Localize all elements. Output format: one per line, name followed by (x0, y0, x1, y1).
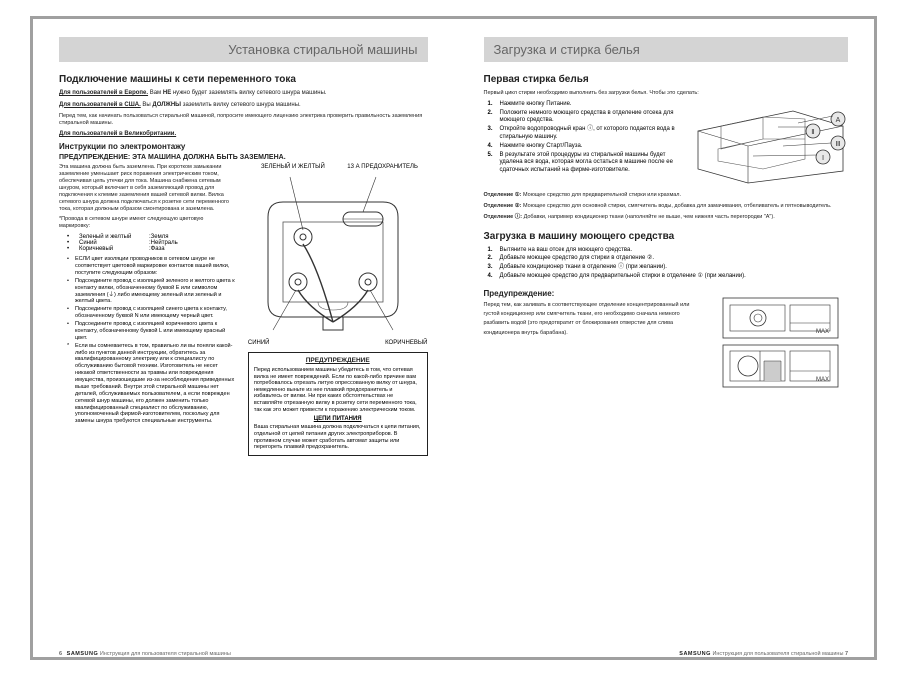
eu-para: Для пользователей в Европе. Вам НЕ нужно… (59, 90, 428, 98)
max-label-2: MAX (816, 377, 829, 383)
p-warn: Перед тем, как заливать в соответствующе… (484, 301, 705, 338)
warn-title: ПРЕДУПРЕЖДЕНИЕ (254, 357, 422, 365)
bullets: •ЕСЛИ цвет изоляции проводников в сетево… (67, 256, 236, 425)
h2-connect: Подключение машины к сети переменного то… (59, 74, 428, 85)
svg-text:Ⅲ: Ⅲ (836, 141, 841, 148)
top-labels: ЗЕЛЕНЫЙ И ЖЕЛТЫЙ 13 А ПРЕДОХРАНИТЕЛЬ (248, 164, 428, 170)
right-header-title: Загрузка и стирка белья (494, 42, 839, 57)
h4-warn: ПРЕДУПРЕЖДЕНИЕ: ЭТА МАШИНА ДОЛЖНА БЫТЬ З… (59, 154, 428, 161)
right-header: Загрузка и стирка белья (484, 37, 849, 62)
warn-title2: ЦЕПИ ПИТАНИЯ (254, 416, 422, 423)
svg-text:Ⅱ: Ⅱ (811, 129, 814, 136)
max-label-1: MAX (816, 329, 829, 335)
p1: Эта машина должна быть заземлена. При ко… (59, 164, 236, 212)
us-note: Перед тем, как начинать пользоваться сти… (59, 113, 428, 127)
plug-diagram (248, 172, 418, 332)
warning-box: ПРЕДУПРЕЖДЕНИЕ Перед использованием маши… (248, 352, 428, 456)
h3-instr: Инструкции по электромонтажу (59, 142, 428, 151)
svg-text:Ⅰ: Ⅰ (822, 155, 824, 162)
right-footer: SAMSUNG Инструкция для пользователя стир… (480, 651, 849, 657)
warn-body2: Ваша стиральная машина должна подключать… (254, 424, 422, 450)
left-header: Установка стиральной машины (59, 37, 428, 62)
eu-label: Для пользователей в Европе. (59, 90, 148, 96)
max-diagram: MAX MAX (718, 293, 848, 393)
dispenser-diagram: A Ⅱ Ⅲ Ⅰ (693, 101, 848, 186)
bottom-labels: СИНИЙ КОРИЧНЕВЫЙ (248, 340, 428, 346)
p2: *Провода в сетевом шнуре имеют следующую… (59, 216, 236, 230)
comp3: Отделение ⓘ: Добавки, например кондицион… (484, 214, 849, 221)
steps1: 1.Нажмите кнопку Питание. 2.Положите нем… (488, 101, 680, 175)
uk-label: Для пользователей в Великобритании. (59, 131, 176, 137)
uk-para: Для пользователей в Великобритании. (59, 131, 428, 139)
p-first: Первый цикл стирки необходимо выполнить … (484, 90, 849, 97)
svg-text:A: A (836, 117, 841, 124)
left-header-title: Установка стиральной машины (69, 42, 418, 57)
comp1: Отделение ①: Моющее средство для предвар… (484, 192, 849, 199)
wire-list: •Зеленый и желтый: Земля •Синий: Нейтрал… (67, 234, 236, 252)
left-footer: 6 SAMSUNG Инструкция для пользователя ст… (59, 651, 428, 657)
steps2: 1.Вытяните на ваш отсек для моющего сред… (488, 247, 849, 281)
warn-body: Перед использованием машины убедитесь в … (254, 367, 422, 413)
us-label: Для пользователей в США. (59, 102, 141, 108)
comp2: Отделение ②: Моющее средство для основно… (484, 203, 849, 210)
h2-first: Первая стирка белья (484, 74, 849, 85)
h3-warn: Предупреждение: (484, 289, 705, 298)
us-para: Для пользователей в США. Вы ДОЛЖНЫ зазем… (59, 102, 428, 110)
h2-load: Загрузка в машину моющего средства (484, 231, 849, 242)
